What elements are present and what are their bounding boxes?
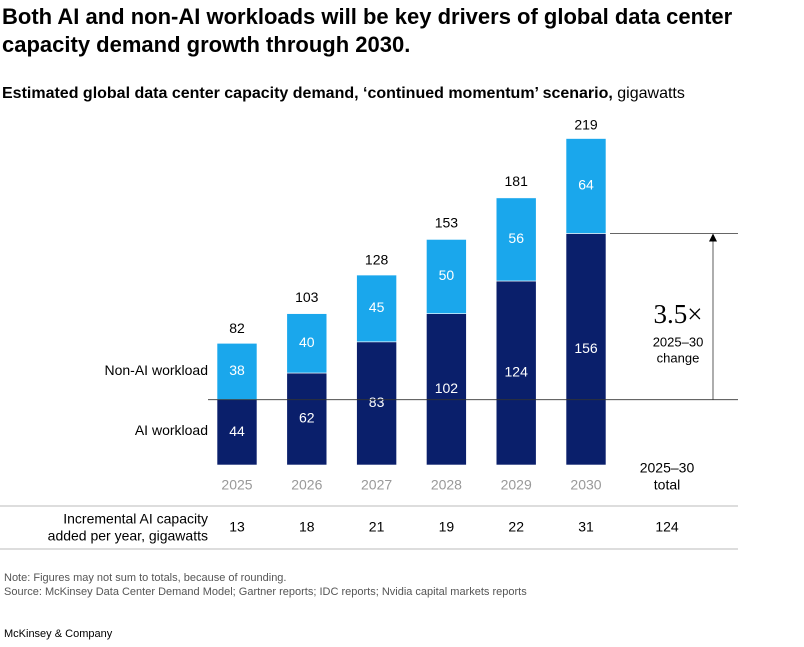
segment-label: 124 [505, 364, 529, 380]
x-tick-label: 2030 [570, 477, 601, 493]
row-label: added per year, gigawatts [48, 528, 208, 544]
bar-segment [286, 372, 328, 466]
bar-segment [286, 313, 328, 374]
multiple: 3.5× [654, 299, 703, 329]
total-label: 153 [435, 215, 459, 231]
bar-segment [216, 343, 258, 401]
segment-label: 56 [508, 230, 524, 246]
total-label: 128 [365, 252, 389, 268]
x-tick-label: 2028 [431, 477, 462, 493]
legend-label: Non-AI workload [105, 362, 209, 378]
bar-segment [426, 239, 467, 314]
x-tick-label: 2026 [291, 477, 322, 493]
segment-label: 62 [299, 410, 315, 426]
bar-segment [495, 280, 537, 466]
note: Note: Figures may not sum to totals, bec… [4, 572, 286, 584]
total-header: total [654, 477, 680, 493]
table-value: 19 [439, 519, 455, 535]
bar-segment [216, 399, 258, 466]
annotation-label: change [657, 350, 700, 365]
bar-segment [495, 197, 537, 282]
segment-label: 50 [439, 267, 455, 283]
total-label: 82 [229, 320, 245, 336]
table-value: 31 [578, 519, 594, 535]
table-value: 21 [369, 519, 385, 535]
segment-label: 45 [369, 299, 385, 315]
segment-label: 156 [574, 340, 598, 356]
arrow-head [709, 233, 717, 242]
table-value: 22 [508, 519, 524, 535]
x-tick-label: 2027 [361, 477, 392, 493]
legend-label: AI workload [135, 422, 208, 438]
source: Source: McKinsey Data Center Demand Mode… [4, 586, 527, 598]
subtitle-main: Estimated global data center capacity de… [2, 85, 613, 102]
table-total: 124 [655, 519, 679, 535]
bar-segment [356, 341, 397, 466]
table-value: 13 [229, 519, 245, 535]
segment-label: 38 [229, 362, 245, 378]
row-label: Incremental AI capacity [63, 511, 208, 527]
segment-label: 102 [435, 380, 459, 396]
subtitle-unit: gigawatts [617, 85, 685, 102]
segment-label: 64 [578, 177, 594, 193]
bar-segment [565, 138, 607, 234]
annotation-label: 2025–30 [653, 334, 704, 349]
footer: McKinsey & Company [4, 628, 113, 640]
x-tick-label: 2025 [221, 477, 252, 493]
segment-label: 40 [299, 334, 315, 350]
chart-title: Both AI and non-AI workloads will be key… [2, 4, 733, 29]
total-header: 2025–30 [640, 460, 695, 476]
total-label: 219 [574, 117, 598, 133]
x-tick-label: 2029 [501, 477, 532, 493]
segment-label: 83 [369, 394, 385, 410]
total-label: 181 [505, 173, 529, 189]
chart-title: capacity demand growth through 2030. [2, 32, 410, 57]
total-label: 103 [295, 289, 319, 305]
bar-segment [426, 313, 467, 466]
subtitle: Estimated global data center capacity de… [2, 85, 685, 102]
bar-segment [356, 274, 397, 343]
table-value: 18 [299, 519, 315, 535]
bar-segment [565, 233, 607, 466]
segment-label: 44 [229, 423, 245, 439]
